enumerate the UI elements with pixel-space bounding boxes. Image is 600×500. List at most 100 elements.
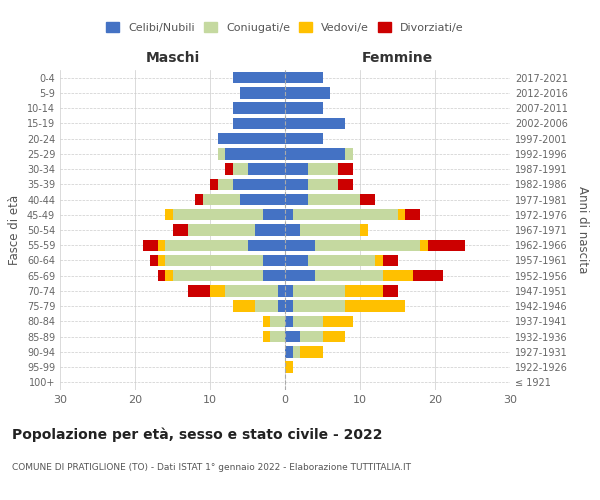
Bar — [233, 164, 248, 175]
Bar — [248, 240, 285, 251]
Bar — [285, 148, 345, 160]
Bar — [270, 331, 285, 342]
Bar — [187, 224, 255, 235]
Bar — [218, 133, 285, 144]
Bar — [285, 331, 300, 342]
Bar — [420, 240, 427, 251]
Bar — [293, 285, 345, 296]
Bar — [263, 270, 285, 281]
Bar — [225, 148, 285, 160]
Bar — [285, 300, 293, 312]
Bar — [255, 224, 285, 235]
Bar — [398, 209, 405, 220]
Bar — [225, 285, 277, 296]
Bar — [285, 316, 293, 327]
Bar — [270, 316, 285, 327]
Bar — [210, 285, 225, 296]
Bar — [233, 102, 285, 114]
Bar — [308, 255, 375, 266]
Y-axis label: Anni di nascita: Anni di nascita — [575, 186, 589, 274]
Bar — [263, 255, 285, 266]
Bar — [383, 270, 413, 281]
Bar — [293, 209, 398, 220]
Y-axis label: Fasce di età: Fasce di età — [8, 195, 21, 265]
Bar — [427, 240, 465, 251]
Bar — [383, 285, 398, 296]
Bar — [285, 164, 308, 175]
Bar — [308, 164, 337, 175]
Bar — [157, 270, 165, 281]
Bar — [248, 164, 285, 175]
Bar — [263, 316, 270, 327]
Bar — [263, 331, 270, 342]
Bar — [308, 178, 337, 190]
Bar — [285, 87, 330, 99]
Bar — [285, 178, 308, 190]
Bar — [383, 255, 398, 266]
Bar — [285, 285, 293, 296]
Bar — [308, 194, 360, 205]
Legend: Celibi/Nubili, Coniugati/e, Vedovi/e, Divorziati/e: Celibi/Nubili, Coniugati/e, Vedovi/e, Di… — [102, 18, 468, 38]
Bar — [323, 331, 345, 342]
Bar — [413, 270, 443, 281]
Bar — [285, 362, 293, 373]
Bar — [300, 331, 323, 342]
Bar — [263, 209, 285, 220]
Bar — [285, 346, 293, 358]
Bar — [345, 148, 353, 160]
Bar — [165, 209, 173, 220]
Bar — [143, 240, 157, 251]
Bar — [157, 255, 165, 266]
Bar — [285, 133, 323, 144]
Bar — [173, 209, 263, 220]
Bar — [285, 118, 345, 129]
Bar — [285, 240, 315, 251]
Bar — [337, 164, 353, 175]
Bar — [277, 285, 285, 296]
Bar — [285, 72, 323, 84]
Bar — [360, 194, 375, 205]
Bar — [285, 255, 308, 266]
Bar — [233, 72, 285, 84]
Bar — [360, 224, 367, 235]
Bar — [218, 148, 225, 160]
Bar — [225, 164, 233, 175]
Bar — [195, 194, 203, 205]
Bar — [165, 255, 263, 266]
Bar — [405, 209, 420, 220]
Bar — [375, 255, 383, 266]
Bar — [285, 194, 308, 205]
Bar — [337, 178, 353, 190]
Bar — [300, 224, 360, 235]
Bar — [165, 240, 248, 251]
Bar — [233, 300, 255, 312]
Bar — [293, 346, 300, 358]
Bar — [240, 87, 285, 99]
Bar — [300, 346, 323, 358]
Bar — [187, 285, 210, 296]
Bar — [233, 118, 285, 129]
Bar — [218, 178, 233, 190]
Bar — [285, 224, 300, 235]
Text: COMUNE DI PRATIGLIONE (TO) - Dati ISTAT 1° gennaio 2022 - Elaborazione TUTTITALI: COMUNE DI PRATIGLIONE (TO) - Dati ISTAT … — [12, 462, 411, 471]
Bar — [285, 270, 315, 281]
Bar — [285, 209, 293, 220]
Bar — [210, 178, 218, 190]
Bar — [233, 178, 285, 190]
Bar — [255, 300, 277, 312]
Bar — [345, 300, 405, 312]
Bar — [165, 270, 173, 281]
Bar — [173, 270, 263, 281]
Bar — [150, 255, 157, 266]
Bar — [285, 102, 323, 114]
Bar — [293, 300, 345, 312]
Bar — [345, 285, 383, 296]
Bar — [240, 194, 285, 205]
Text: Maschi: Maschi — [145, 51, 200, 65]
Bar — [157, 240, 165, 251]
Text: Popolazione per età, sesso e stato civile - 2022: Popolazione per età, sesso e stato civil… — [12, 428, 383, 442]
Bar — [323, 316, 353, 327]
Bar — [293, 316, 323, 327]
Bar — [173, 224, 187, 235]
Bar — [315, 240, 420, 251]
